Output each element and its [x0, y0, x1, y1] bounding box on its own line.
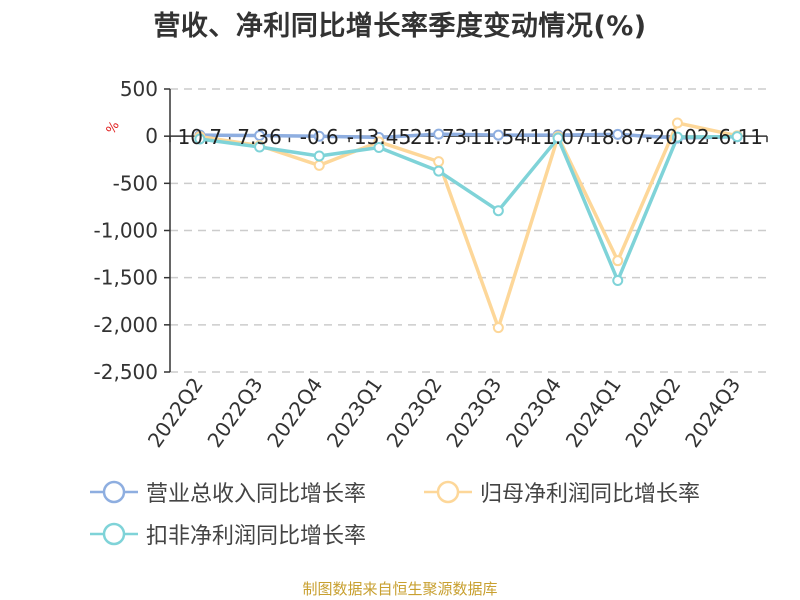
data-point-deducted-net-profit[interactable] [552, 132, 564, 144]
series-line-revenue [199, 132, 738, 140]
data-point-revenue[interactable] [612, 128, 624, 140]
data-label: -20.02 [645, 125, 709, 149]
data-point-deducted-net-profit[interactable] [671, 131, 683, 143]
legend-line-circle-icon [424, 480, 472, 504]
x-tick-label: 2022Q2 [143, 373, 208, 452]
x-tick-label: 2023Q1 [322, 373, 387, 452]
y-unit-label: % [104, 119, 123, 137]
data-point-net-profit[interactable] [492, 322, 504, 334]
chart-title: 营收、净利同比增长率季度变动情况(%) [153, 11, 647, 42]
data-point-revenue[interactable] [492, 129, 504, 141]
data-point-deducted-net-profit[interactable] [313, 150, 325, 162]
y-tick-label: -1,000 [94, 219, 158, 243]
data-label: -6.11 [711, 125, 763, 149]
legend-item-deducted-net-profit[interactable]: 扣非净利润同比增长率 [88, 516, 366, 552]
x-tick-label: 2023Q4 [501, 373, 566, 452]
legend-line-circle-icon [90, 480, 138, 504]
data-point-deducted-net-profit[interactable] [373, 141, 385, 153]
y-tick-label: 500 [120, 77, 158, 101]
data-point-revenue[interactable] [433, 128, 445, 140]
data-label: 18.87 [589, 125, 646, 149]
data-point-revenue[interactable] [254, 129, 266, 141]
y-tick-label: -2,000 [94, 313, 158, 337]
x-tick-label: 2024Q3 [680, 373, 745, 452]
series-line-net-profit [199, 121, 738, 330]
data-point-net-profit[interactable] [612, 255, 624, 267]
data-point-deducted-net-profit[interactable] [612, 274, 624, 286]
x-tick-label: 2024Q1 [561, 373, 626, 452]
data-label: 21.73 [410, 125, 467, 149]
x-tick-label: 2023Q3 [441, 373, 506, 452]
y-tick-label: -500 [113, 171, 158, 195]
legend-item-revenue[interactable]: 营业总收入同比增长率 [88, 474, 366, 510]
data-source-note: 制图数据来自恒生聚源数据库 [302, 580, 498, 598]
x-tick-label: 2022Q3 [202, 373, 267, 452]
legend-label: 扣非净利润同比增长率 [146, 524, 367, 549]
x-tick-label: 2024Q2 [620, 373, 685, 452]
legend-label: 归母净利润同比增长率 [480, 482, 701, 507]
data-label: -0.6 [300, 125, 339, 149]
x-tick-label: 2022Q4 [262, 373, 327, 452]
data-label: 7.36 [237, 125, 282, 149]
x-tick-label: 2023Q2 [382, 373, 447, 452]
legend-line-circle-icon [90, 522, 138, 546]
y-tick-label: -2,500 [94, 360, 158, 384]
data-point-net-profit[interactable] [313, 159, 325, 171]
data-label: 11.07 [529, 125, 586, 149]
data-point-deducted-net-profit[interactable] [433, 165, 445, 177]
data-label: 10.7 [178, 125, 223, 149]
data-label: -13.45 [347, 125, 411, 149]
data-label: 11.54 [470, 125, 527, 149]
data-point-deducted-net-profit[interactable] [731, 131, 743, 143]
data-point-revenue[interactable] [313, 130, 325, 142]
data-point-deducted-net-profit[interactable] [492, 205, 504, 217]
data-point-net-profit[interactable] [433, 156, 445, 168]
y-tick-label: -1,500 [94, 266, 158, 290]
data-point-deducted-net-profit[interactable] [194, 133, 206, 145]
legend-item-net-profit[interactable]: 归母净利润同比增长率 [422, 474, 700, 510]
data-point-deducted-net-profit[interactable] [254, 141, 266, 153]
legend-label: 营业总收入同比增长率 [146, 482, 367, 507]
series-line-deducted-net-profit [199, 134, 738, 283]
y-tick-label: 0 [145, 124, 158, 148]
data-point-net-profit[interactable] [671, 117, 683, 129]
